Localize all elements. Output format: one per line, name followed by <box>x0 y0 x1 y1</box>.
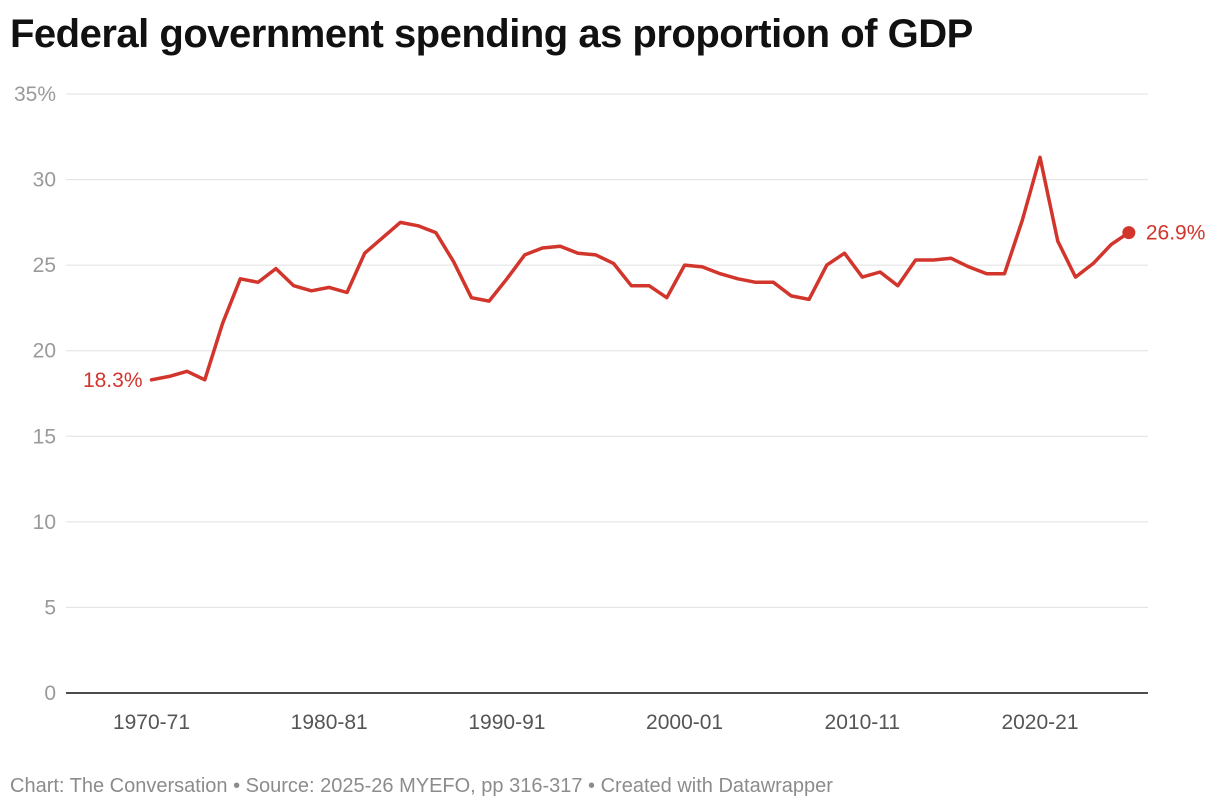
y-tick-label: 0 <box>44 682 56 705</box>
start-value-label: 18.3% <box>83 369 143 392</box>
end-point-marker <box>1122 226 1136 240</box>
y-axis-ticks: 0 5 10 15 20 25 30 35% <box>14 83 56 705</box>
y-tick-label: 20 <box>33 340 56 363</box>
end-value-label: 26.9% <box>1146 222 1206 245</box>
x-tick-label: 1990-91 <box>468 711 545 734</box>
y-tick-label: 10 <box>33 511 56 534</box>
y-tick-label: 35% <box>14 83 56 106</box>
x-tick-label: 2020-21 <box>1001 711 1078 734</box>
chart-title: Federal government spending as proportio… <box>10 12 973 56</box>
x-tick-label: 1980-81 <box>291 711 368 734</box>
series-line <box>149 155 1131 382</box>
x-tick-label: 2000-01 <box>646 711 723 734</box>
chart-footer: Chart: The Conversation • Source: 2025-2… <box>10 775 833 797</box>
y-tick-label: 5 <box>44 596 56 619</box>
y-tick-label: 30 <box>33 169 56 192</box>
gridlines <box>66 93 1148 608</box>
x-axis-ticks: 1970-71 1980-81 1990-91 2000-01 2010-11 2020-… <box>113 711 1079 734</box>
y-tick-label: 25 <box>33 254 56 277</box>
x-tick-label: 2010-11 <box>825 711 901 734</box>
y-tick-label: 15 <box>33 425 56 448</box>
x-tick-label: 1970-71 <box>113 711 190 734</box>
